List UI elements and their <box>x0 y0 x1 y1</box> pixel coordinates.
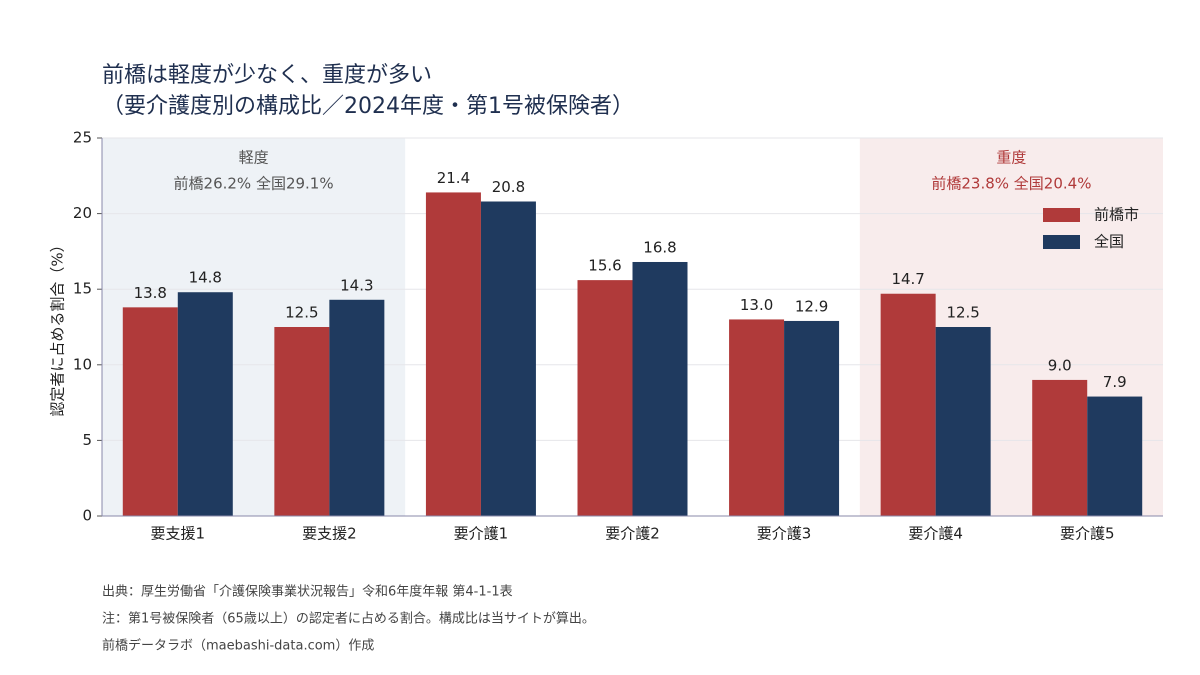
legend-swatch <box>1043 235 1080 249</box>
value-label: 12.5 <box>285 304 318 322</box>
y-tick-label: 20 <box>73 204 92 222</box>
bar <box>632 261 688 516</box>
region-label: 重度 <box>996 149 1026 167</box>
bar <box>729 319 785 516</box>
y-tick-label: 10 <box>73 355 92 373</box>
y-tick-label: 0 <box>82 507 92 525</box>
x-tick-label: 要支援1 <box>151 525 206 543</box>
region-label: 軽度 <box>239 149 269 167</box>
value-label: 16.8 <box>643 238 676 256</box>
credit: 前橋データラボ（maebashi-data.com）作成 <box>102 638 374 654</box>
y-tick-label: 5 <box>82 431 92 449</box>
bar <box>177 292 233 516</box>
x-tick-label: 要介護2 <box>605 525 660 543</box>
x-tick-label: 要介護5 <box>1060 525 1115 543</box>
x-tick-label: 要介護4 <box>908 525 963 543</box>
value-label: 14.8 <box>189 269 222 287</box>
value-label: 9.0 <box>1048 356 1072 374</box>
legend-label: 全国 <box>1094 233 1124 251</box>
source-note: 出典：厚生労働省「介護保険事業状況報告」令和6年度年報 第4-1-1表 <box>102 584 513 600</box>
bar <box>784 320 840 516</box>
bar <box>425 192 481 516</box>
value-label: 20.8 <box>492 178 525 196</box>
value-label: 13.8 <box>134 284 167 302</box>
x-tick-label: 要介護3 <box>757 525 812 543</box>
bar <box>880 293 936 516</box>
x-tick-label: 要介護1 <box>454 525 509 543</box>
chart-title: 前橋は軽度が少なく、重度が多い <box>102 63 432 88</box>
chart-subtitle: （要介護度別の構成比／2024年度・第1号被保険者） <box>102 94 634 119</box>
region-note: 前橋26.2% 全国29.1% <box>174 175 334 193</box>
y-tick-label: 25 <box>73 129 92 147</box>
bar <box>1087 396 1143 516</box>
y-tick-label: 15 <box>73 280 92 298</box>
bar <box>935 327 991 516</box>
value-label: 12.5 <box>946 304 979 322</box>
y-axis-label: 認定者に占める割合（%） <box>49 237 67 416</box>
legend-swatch <box>1043 208 1080 222</box>
value-label: 21.4 <box>437 169 470 187</box>
value-label: 14.7 <box>891 270 924 288</box>
value-label: 15.6 <box>588 257 621 275</box>
value-label: 7.9 <box>1103 373 1127 391</box>
bar <box>274 327 330 516</box>
legend-label: 前橋市 <box>1094 206 1139 224</box>
bar <box>122 307 178 516</box>
note: 注：第1号被保険者（65歳以上）の認定者に占める割合。構成比は当サイトが算出。 <box>102 611 595 627</box>
region-note: 前橋23.8% 全国20.4% <box>931 175 1091 193</box>
bar <box>480 201 536 516</box>
value-label: 14.3 <box>340 276 373 294</box>
bar <box>1032 379 1088 516</box>
value-label: 13.0 <box>740 296 773 314</box>
bar <box>577 280 633 516</box>
value-label: 12.9 <box>795 297 828 315</box>
x-tick-label: 要支援2 <box>302 525 357 543</box>
bar <box>329 299 385 516</box>
